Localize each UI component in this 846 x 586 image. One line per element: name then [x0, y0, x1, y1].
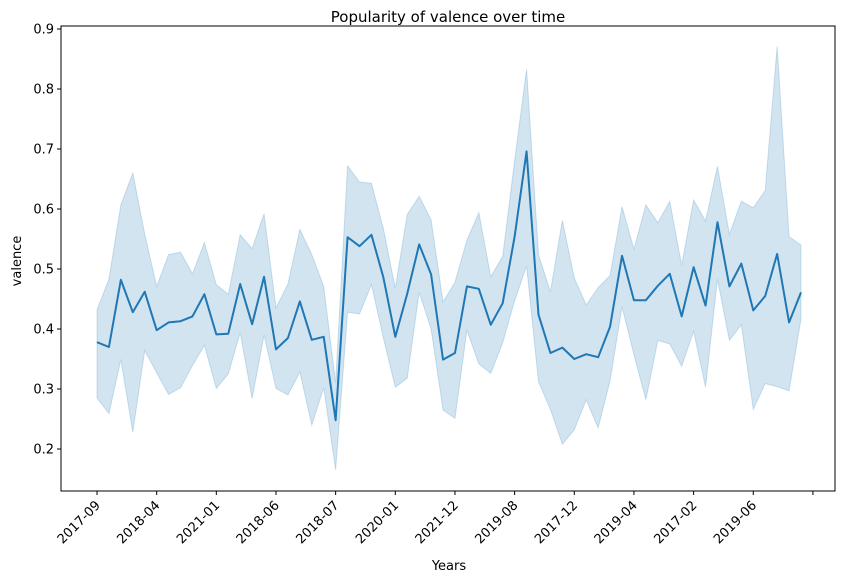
x-tick-label: 2017-09: [55, 498, 104, 547]
y-tick-label: 0.4: [33, 323, 54, 338]
data-point: [347, 236, 349, 238]
y-axis-label: valence: [10, 236, 25, 287]
data-point: [645, 299, 647, 301]
data-point: [561, 347, 563, 349]
data-point: [657, 285, 659, 287]
data-point: [800, 291, 802, 293]
data-point: [132, 311, 134, 313]
y-axis: 0.2 0.3 0.4 0.5 0.6 0.7 0.8 0.9: [33, 23, 61, 458]
data-point: [537, 314, 539, 316]
y-tick-label: 0.3: [33, 383, 54, 398]
data-point: [728, 285, 730, 287]
x-tick-label: 2021-01: [174, 498, 223, 547]
data-point: [490, 324, 492, 326]
data-point: [168, 321, 170, 323]
data-point: [585, 353, 587, 355]
data-point: [526, 150, 528, 152]
plot-frame: [60, 25, 836, 492]
data-point: [120, 279, 122, 281]
y-tick-label: 0.5: [33, 263, 54, 278]
data-point: [227, 333, 229, 335]
data-point: [335, 419, 337, 421]
confidence-band: [96, 46, 802, 471]
x-tick-label: 2017-12: [532, 498, 581, 547]
x-tick-label: 2018-07: [293, 498, 342, 547]
data-point: [502, 302, 504, 304]
x-tick-label: 2018-04: [114, 498, 163, 547]
data-point: [287, 337, 289, 339]
data-point: [323, 336, 325, 338]
data-point: [788, 321, 790, 323]
y-tick-label: 0.9: [33, 23, 54, 38]
data-point: [633, 299, 635, 301]
chart-title: Popularity of valence over time: [331, 8, 566, 26]
data-point: [514, 236, 516, 238]
plot-area: [96, 46, 802, 471]
x-tick-label: 2019-08: [472, 498, 521, 547]
data-point: [693, 266, 695, 268]
data-point: [311, 339, 313, 341]
x-axis: 2017-09 2018-04 2021-01 2018-06 2018-07 2020-…: [55, 491, 814, 547]
data-point: [239, 283, 241, 285]
data-point: [442, 359, 444, 361]
data-point: [263, 276, 265, 278]
data-point: [275, 348, 277, 350]
data-point: [549, 352, 551, 354]
data-point: [478, 288, 480, 290]
data-point: [382, 276, 384, 278]
x-tick-label: 2021-12: [413, 498, 462, 547]
data-point: [740, 263, 742, 265]
data-point: [203, 293, 205, 295]
x-axis-label: Years: [431, 559, 467, 574]
x-tick-label: 2019-04: [592, 498, 641, 547]
data-point: [96, 341, 98, 343]
data-point: [597, 356, 599, 358]
data-point: [705, 305, 707, 307]
data-point: [430, 273, 432, 275]
x-tick-label: 2017-02: [651, 498, 700, 547]
data-point: [454, 352, 456, 354]
data-point: [466, 285, 468, 287]
data-point: [180, 320, 182, 322]
x-tick-label: 2020-01: [353, 498, 402, 547]
data-point: [716, 221, 718, 223]
x-tick-label: 2019-06: [711, 498, 760, 547]
data-point: [406, 293, 408, 295]
y-tick-label: 0.6: [33, 203, 54, 218]
data-point: [359, 245, 361, 247]
data-point: [156, 329, 158, 331]
data-point: [394, 336, 396, 338]
data-point: [370, 234, 372, 236]
data-point: [251, 323, 253, 325]
data-point: [764, 295, 766, 297]
data-point: [752, 309, 754, 311]
y-tick-label: 0.7: [33, 143, 54, 158]
data-point: [144, 291, 146, 293]
y-tick-label: 0.2: [33, 443, 54, 458]
data-point: [621, 255, 623, 257]
x-tick-label: 2018-06: [234, 498, 283, 547]
data-point: [108, 346, 110, 348]
data-point: [191, 315, 193, 317]
data-point: [609, 326, 611, 328]
data-point: [215, 333, 217, 335]
series-line: [96, 150, 802, 422]
data-point: [299, 300, 301, 302]
data-point: [418, 243, 420, 245]
data-point: [669, 273, 671, 275]
y-tick-label: 0.8: [33, 83, 54, 98]
data-point: [573, 358, 575, 360]
data-point: [681, 315, 683, 317]
data-point: [776, 253, 778, 255]
